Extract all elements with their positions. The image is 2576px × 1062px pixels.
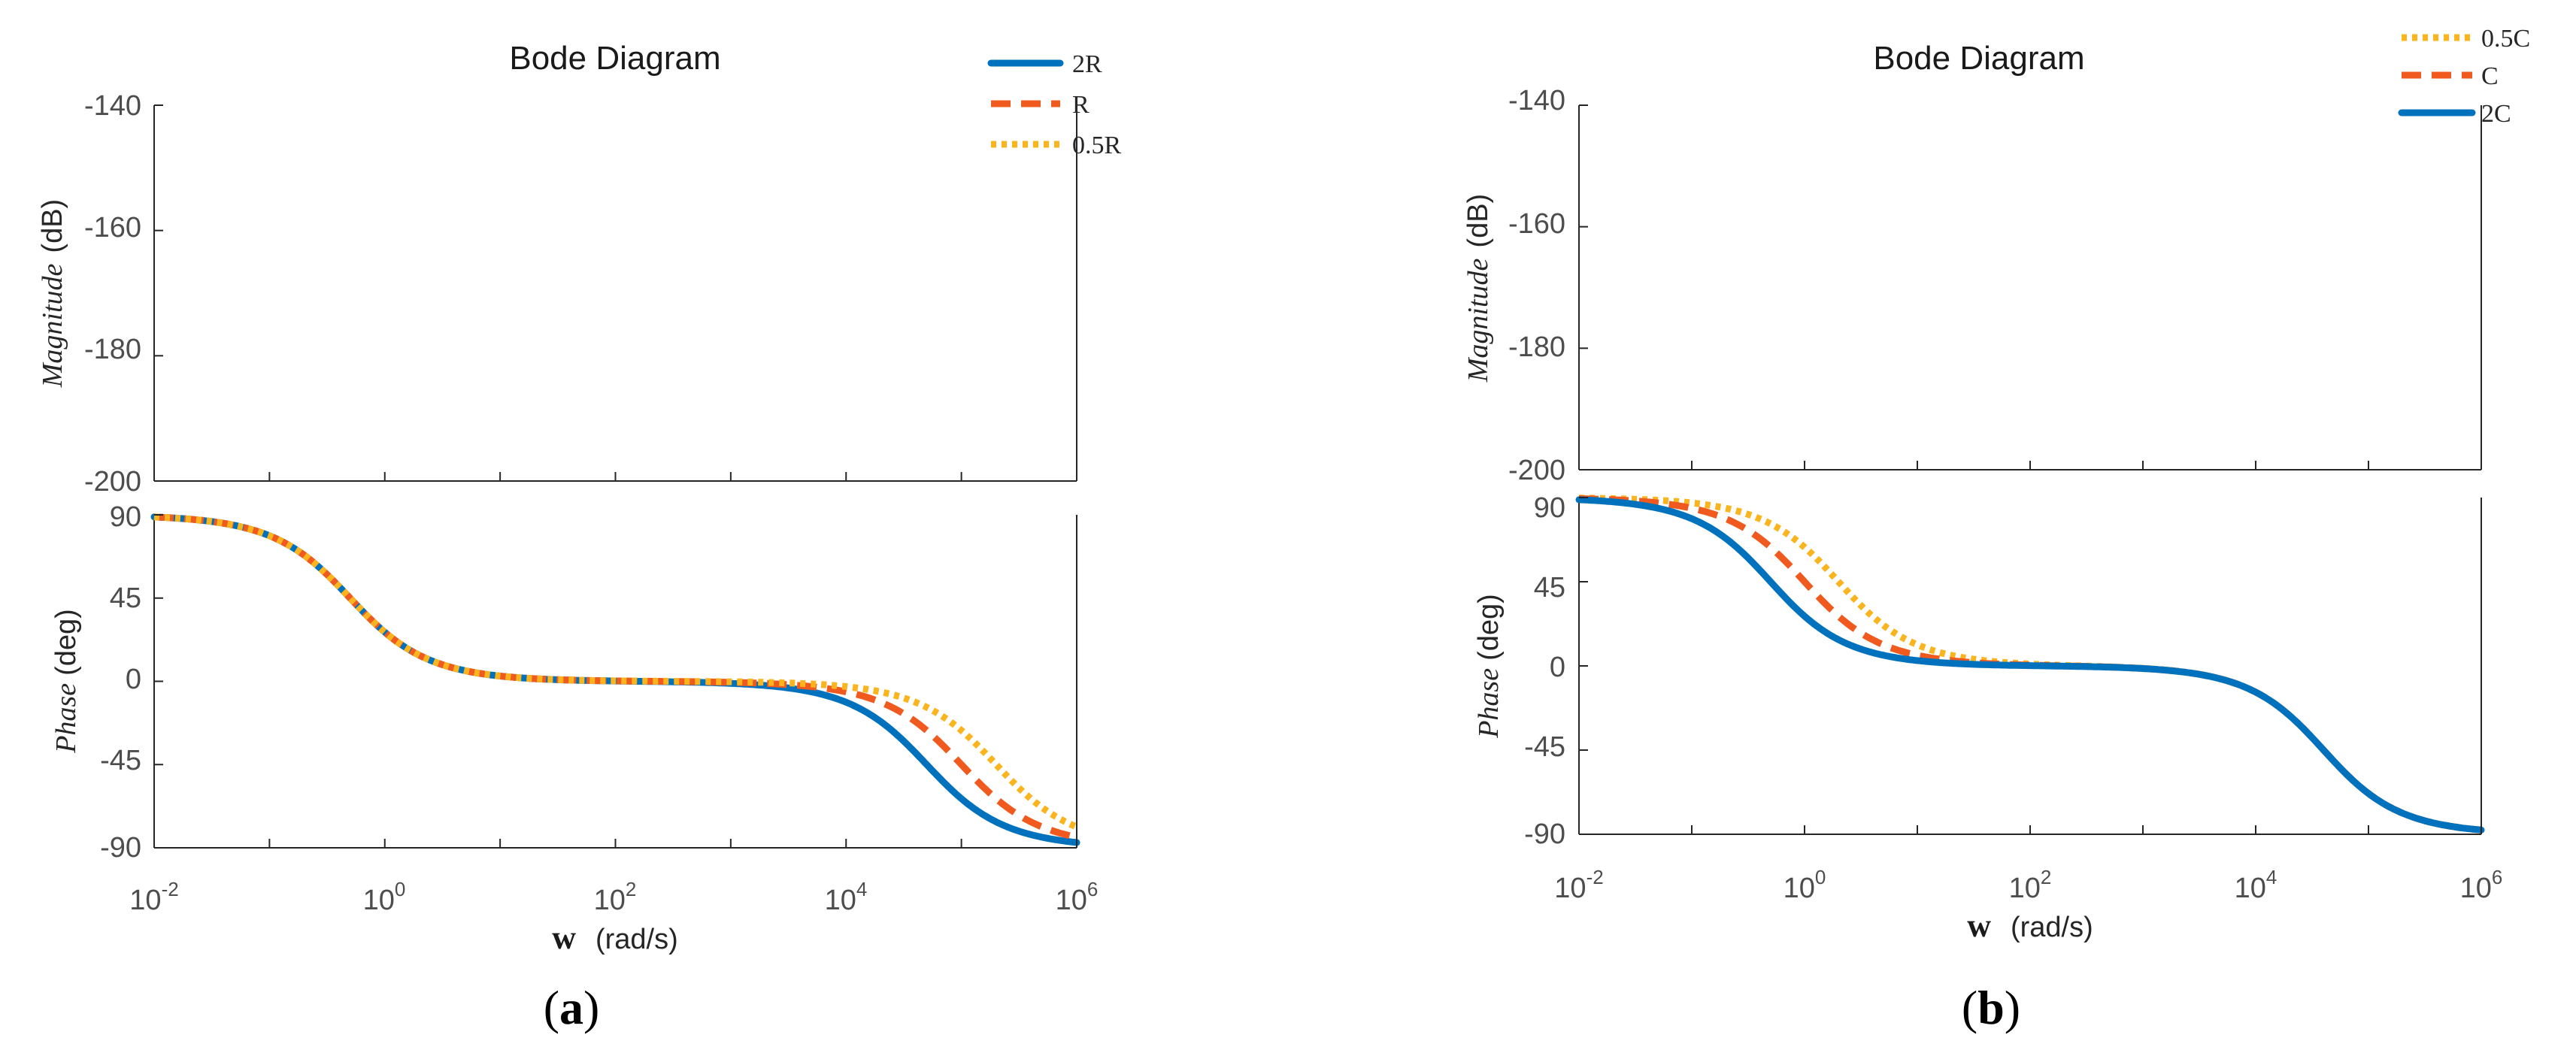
- xlabel: w (rad/s): [1967, 907, 2093, 944]
- phase-ytick-label: 90: [110, 501, 141, 533]
- xtick-label: 10-2: [129, 878, 178, 916]
- phase-ytick-label: 45: [1534, 572, 1565, 604]
- xtick-label: 100: [363, 878, 406, 916]
- phase-series: [1575, 495, 2485, 834]
- panel-label: (b): [1962, 981, 2020, 1034]
- phase-ytick-label: 90: [1534, 492, 1565, 524]
- mag-ytick-label: -140: [84, 90, 141, 122]
- magnitude-axes: [153, 105, 1077, 482]
- phase-line-2C: [1575, 496, 2485, 834]
- mag-ytick-label: -200: [1508, 455, 1565, 486]
- legend: 2R R 0.5R: [987, 50, 1122, 159]
- xtick-labels: 10-2 100 102 104 106: [1554, 866, 2502, 904]
- legend: 0.5C C 2C: [2398, 25, 2530, 128]
- panel-a: Bode Diagram -140 -160 -180 -: [37, 40, 1122, 1034]
- mag-ytick-labels: -140 -160 -180 -200: [1508, 85, 1565, 486]
- phase-ytick-label: -90: [100, 832, 141, 864]
- legend-label: 0.5R: [1072, 132, 1122, 159]
- xtick-label: 102: [2009, 866, 2052, 904]
- phase-ytick-label: 0: [1550, 652, 1565, 683]
- xtick-label: 106: [1056, 878, 1099, 916]
- xtick-label: 100: [1784, 866, 1826, 904]
- panel-label: (a): [544, 981, 600, 1034]
- xtick-labels: 10-2 100 102 104 106: [129, 878, 1098, 916]
- magnitude-axes: [1578, 105, 2482, 470]
- phase-ytick-labels: 90 45 0 -45 -90: [100, 501, 141, 864]
- chart-title: Bode Diagram: [1873, 40, 2084, 77]
- xtick-label: 104: [825, 878, 868, 916]
- legend-label: 0.5C: [2481, 25, 2530, 53]
- phase-ytick-label: 45: [110, 582, 141, 614]
- axis-ticks: [153, 104, 1077, 849]
- mag-ytick-label: -180: [84, 334, 141, 365]
- phase-line-R: [153, 513, 1078, 841]
- phase-ytick-label: -45: [1524, 731, 1565, 763]
- legend-label: C: [2481, 62, 2499, 90]
- phase-ylabel: Phase(deg): [50, 609, 82, 754]
- xtick-label: 106: [2460, 866, 2503, 904]
- legend-label: 2R: [1072, 50, 1102, 78]
- legend-label: R: [1072, 91, 1089, 119]
- mag-ylabel: Magnitude(dB): [1462, 194, 1494, 383]
- xlabel: w (rad/s): [552, 919, 678, 956]
- mag-ytick-labels: -140 -160 -180 -200: [84, 90, 141, 498]
- chart-title: Bode Diagram: [509, 40, 720, 77]
- axis-ticks: [1578, 104, 2482, 835]
- mag-ytick-label: -200: [84, 466, 141, 498]
- phase-ylabel: Phase(deg): [1473, 594, 1505, 739]
- xtick-label: 10-2: [1554, 866, 1603, 904]
- phase-ytick-label: -90: [1524, 818, 1565, 850]
- phase-series: [150, 513, 1080, 846]
- mag-ytick-label: -140: [1508, 85, 1565, 116]
- mag-ytick-label: -160: [1508, 208, 1565, 240]
- mag-ytick-label: -160: [84, 212, 141, 244]
- mag-ylabel: Magnitude(dB): [37, 199, 68, 388]
- mag-ytick-label: -180: [1508, 331, 1565, 363]
- xtick-label: 104: [2235, 866, 2277, 904]
- phase-ytick-label: -45: [100, 745, 141, 776]
- phase-line-0.5C: [1577, 495, 2483, 834]
- legend-label: 2C: [2481, 100, 2511, 128]
- phase-ytick-label: 0: [126, 664, 141, 695]
- phase-ytick-labels: 90 45 0 -45 -90: [1524, 492, 1565, 850]
- xtick-label: 102: [594, 878, 637, 916]
- phase-line-0.5R: [153, 513, 1078, 831]
- panel-b: Bode Diagram -140 -160 -180 -200: [1462, 25, 2530, 1034]
